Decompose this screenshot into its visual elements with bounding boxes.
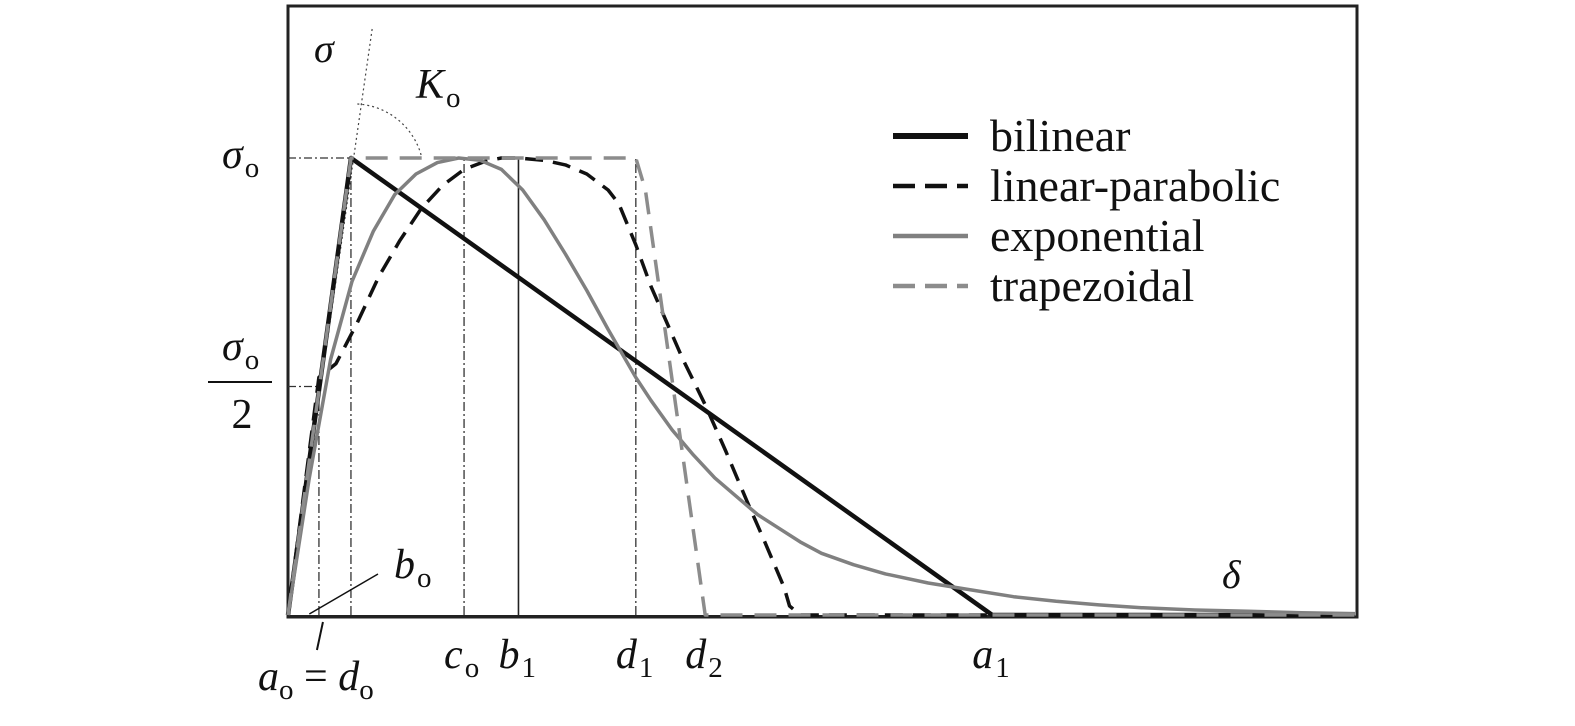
x-label-d2: d2: [685, 632, 723, 684]
legend: bilinearlinear-parabolicexponentialtrape…: [893, 110, 1280, 311]
x-label-a0-d0: ao = do: [258, 654, 374, 706]
legend-label-linear-parabolic: linear-parabolic: [990, 160, 1280, 211]
legend-label-exponential: exponential: [990, 210, 1205, 261]
series-linear-parabolic-line: [286, 156, 1355, 617]
legend-label-trapezoidal: trapezoidal: [990, 260, 1194, 311]
series-trapezoidal-line: [286, 156, 1355, 617]
x-axis-label: δ: [1222, 552, 1242, 597]
a0-tick: [315, 621, 324, 651]
x-label-c0: co: [444, 632, 479, 684]
peak-label: σo: [222, 132, 259, 184]
series-exponential-line: [286, 156, 1356, 616]
x-label-a1: a1: [972, 632, 1010, 684]
x-label-b1: b1: [498, 632, 536, 684]
y-axis-label: σ: [314, 26, 335, 71]
axis-labels: σ δ σo σo 2 Ko co b1 d1 d2 a1 ao = do bo: [208, 26, 1242, 706]
legend-label-bilinear: bilinear: [990, 110, 1131, 161]
x-label-d1: d1: [616, 632, 654, 684]
b0-leader-line: [308, 573, 379, 615]
half-label-denominator: 2: [232, 392, 253, 438]
series-layer: [285, 155, 1356, 618]
half-label-numerator: σo: [222, 324, 259, 376]
stiffness-arc: [357, 103, 422, 157]
x-label-b0: bo: [394, 542, 432, 594]
guide-lines: [287, 27, 1355, 617]
stiffness-label: Ko: [415, 62, 461, 114]
